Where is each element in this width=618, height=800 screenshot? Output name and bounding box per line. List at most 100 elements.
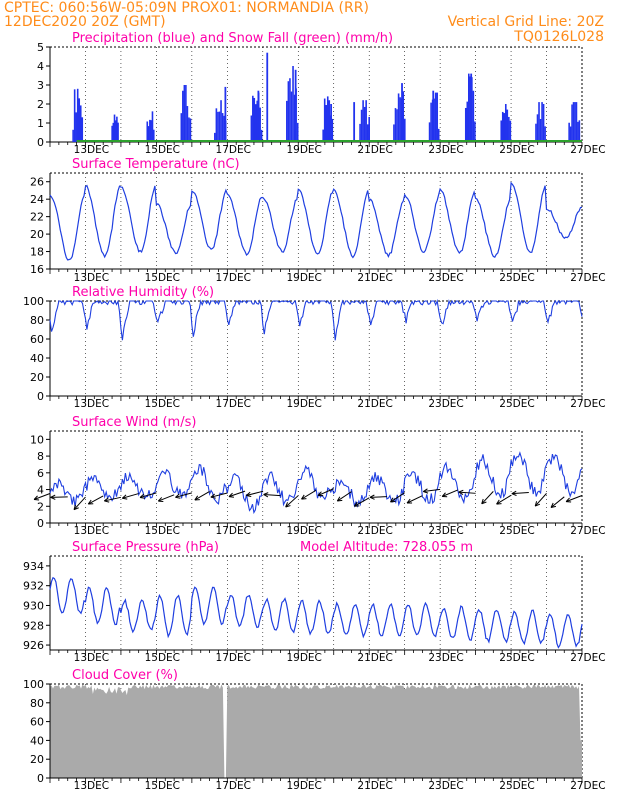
- precip-bar: [508, 116, 510, 142]
- wind-arrow: [406, 495, 423, 504]
- precip-bar: [360, 109, 363, 142]
- wind-arrow-head: [535, 503, 541, 507]
- x-tick-label: 15DEC: [145, 652, 180, 664]
- wind-arrow: [88, 495, 104, 505]
- precip-bar: [78, 98, 81, 142]
- x-tick-label: 17DEC: [216, 272, 251, 284]
- wind-arrow-head: [50, 496, 56, 500]
- precip-bar: [256, 100, 259, 142]
- panel-2: 0 20 40 60 80 100 13DEC 15DEC 17DEC 19DEC 21DEC 23D…: [23, 285, 606, 410]
- precip-bar: [254, 104, 257, 142]
- panel-title: Cloud Cover (%): [72, 668, 178, 683]
- x-tick-label: 17DEC: [216, 652, 251, 664]
- header-gridline: Vertical Grid Line: 20Z: [447, 14, 604, 30]
- precip-bar: [146, 121, 149, 142]
- x-tick-label: 15DEC: [145, 272, 180, 284]
- precip-bar: [363, 106, 366, 142]
- y-tick-label: 100: [23, 295, 44, 308]
- model-altitude-label: Model Altitude: 728.055 m: [300, 540, 473, 555]
- panel-0: 0 1 2 3 4 5 13DEC 15DEC 17DEC 19DEC 21DEC 23DEC 25DE…: [37, 31, 606, 156]
- precip-bar: [180, 113, 183, 142]
- precip-bar: [257, 90, 260, 142]
- precip-bar: [189, 118, 192, 142]
- wind-arrow: [104, 496, 122, 502]
- precip-bar: [322, 129, 324, 142]
- wind-arrow: [122, 493, 139, 499]
- precip-bar: [433, 98, 435, 142]
- wind-arrow-head: [423, 488, 428, 492]
- wind-arrow: [139, 492, 157, 498]
- y-tick-label: 16: [30, 263, 44, 276]
- wind-arrow-head: [496, 499, 500, 505]
- panel-5: 0 20 40 60 80 100 13DEC 15DEC 17DEC 19DEC 21DEC 23D…: [23, 668, 606, 792]
- precip-bar: [185, 85, 187, 142]
- y-tick-label: 20: [30, 228, 44, 241]
- y-tick-label: 20: [30, 753, 44, 766]
- y-tick-label: 2: [37, 500, 44, 513]
- wind-arrow: [369, 496, 387, 498]
- precip-bar: [359, 123, 361, 142]
- wind-arrow-head: [157, 497, 163, 502]
- wind-arrow-head: [175, 496, 181, 499]
- wind-arrow-head: [354, 501, 358, 507]
- y-tick-label: 926: [23, 639, 44, 652]
- y-tick-label: 60: [30, 333, 44, 346]
- wind-arrow: [511, 491, 529, 495]
- wind-arrow: [228, 490, 246, 498]
- y-tick-label: 6: [37, 467, 44, 480]
- x-tick-label: 17DEC: [216, 525, 251, 537]
- x-tick-label: 27DEC: [570, 652, 605, 664]
- wind-arrow: [73, 496, 86, 510]
- precip-bar: [76, 88, 79, 142]
- precip-bar: [150, 120, 152, 142]
- precip-bar: [73, 89, 76, 142]
- x-tick-label: 21DEC: [357, 652, 392, 664]
- header-code: TQ0126L028: [514, 29, 604, 45]
- wind-arrow-head: [534, 501, 538, 507]
- x-tick-label: 17DEC: [216, 144, 251, 156]
- wind-arrow: [337, 491, 352, 502]
- wind-arrow-head: [210, 493, 216, 498]
- precip-bar: [250, 115, 253, 142]
- y-tick-label: 930: [23, 599, 44, 612]
- x-tick-label: 21DEC: [357, 525, 392, 537]
- x-tick-label: 15DEC: [145, 398, 180, 410]
- y-tick-label: 80: [30, 314, 44, 327]
- y-tick-label: 60: [30, 716, 44, 729]
- wind-arrow-head: [139, 493, 145, 498]
- y-tick-label: 0: [37, 136, 44, 149]
- precip-bar: [396, 109, 398, 142]
- y-tick-label: 26: [30, 176, 44, 189]
- precip-bar: [501, 111, 504, 142]
- wind-arrow: [263, 493, 281, 497]
- y-tick-label: 80: [30, 697, 44, 710]
- y-tick-label: 1: [37, 117, 44, 130]
- precip-bar: [323, 98, 326, 142]
- y-tick-label: 40: [30, 734, 44, 747]
- precip-bar: [504, 104, 507, 142]
- x-tick-label: 19DEC: [286, 780, 321, 792]
- y-tick-label: 100: [23, 678, 44, 691]
- panel-title: Surface Pressure (hPa): [72, 540, 219, 555]
- wind-arrow-head: [121, 494, 127, 499]
- x-tick-label: 25DEC: [499, 398, 534, 410]
- precip-bar: [500, 120, 503, 142]
- precip-bar: [252, 95, 254, 142]
- x-tick-label: 19DEC: [286, 272, 321, 284]
- x-tick-label: 25DEC: [499, 525, 534, 537]
- precip-bar: [541, 102, 543, 142]
- precip-bar: [292, 66, 294, 142]
- y-tick-label: 928: [23, 619, 44, 632]
- cloud-cover-area: [50, 684, 582, 778]
- x-tick-label: 27DEC: [570, 272, 605, 284]
- precip-bar: [152, 129, 155, 142]
- wind-arrow-head: [263, 494, 269, 498]
- y-tick-label: 40: [30, 352, 44, 365]
- wind-arrow-head: [336, 496, 341, 502]
- x-tick-label: 27DEC: [570, 525, 605, 537]
- wind-arrow: [441, 489, 459, 497]
- wind-arrow-head: [550, 502, 554, 508]
- wind-arrow: [458, 491, 476, 494]
- precip-bar: [111, 125, 113, 142]
